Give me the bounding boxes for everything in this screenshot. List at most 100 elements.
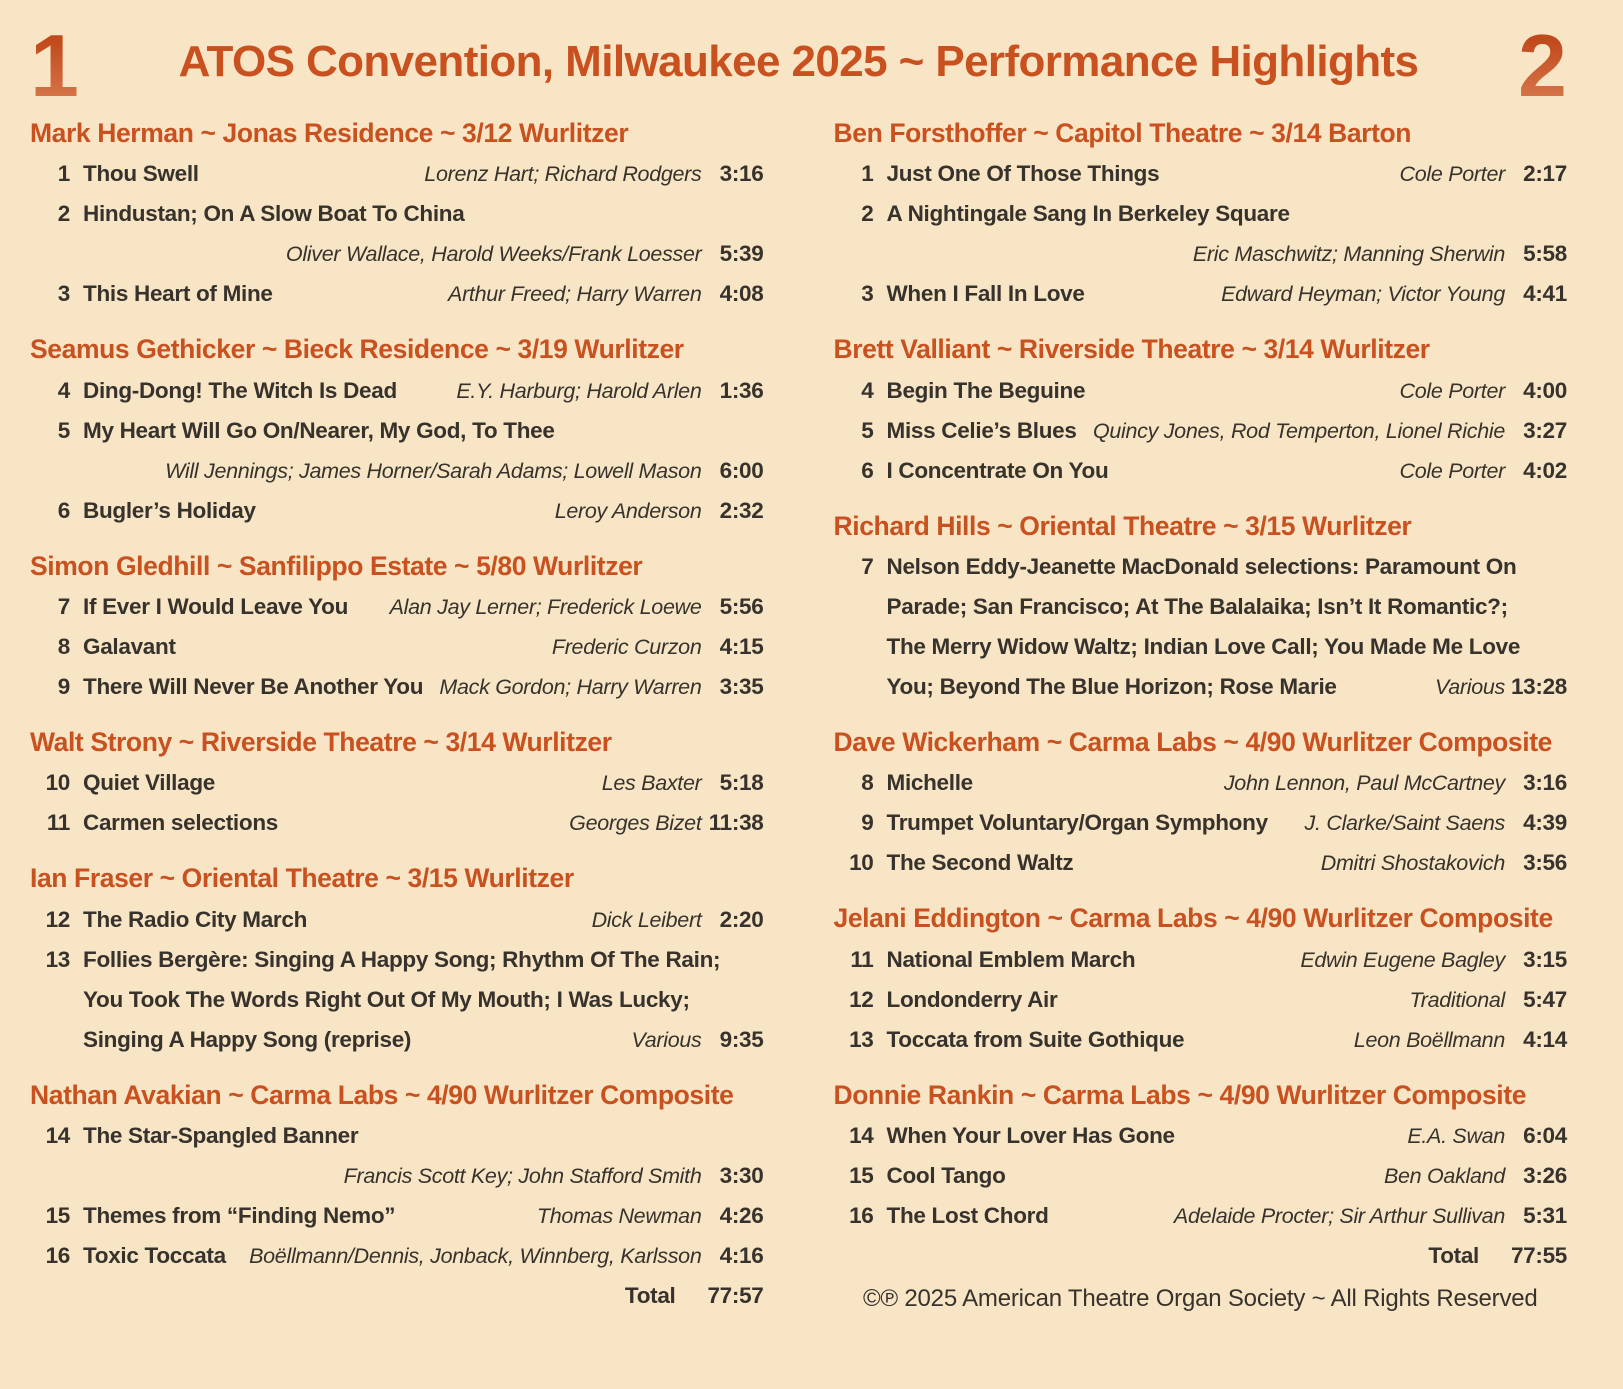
- total-time: 77:55: [1510, 1243, 1567, 1269]
- track-number: 9: [57, 674, 71, 699]
- track-composer: Various: [1434, 675, 1505, 699]
- track-number: 1: [57, 161, 71, 187]
- section-header: Jelani Eddington ~ Carma Labs ~ 4/90 Wur…: [833, 903, 1554, 934]
- track-title: Singing A Happy Song (reprise): [83, 1026, 412, 1052]
- track-composer: Dick Leibert: [591, 907, 702, 932]
- track-line: 6 Bugler’s Holiday Leroy Anderson 2:32: [30, 491, 764, 531]
- track-time: 6:04: [1523, 1123, 1567, 1149]
- track-composer: Leon Boëllmann: [1353, 1027, 1506, 1052]
- track-time: 4:00: [1523, 377, 1567, 403]
- track-number: 1: [861, 161, 874, 187]
- track-time: 3:35: [719, 674, 764, 699]
- track-number: 15: [849, 1163, 874, 1189]
- track-time: 2:20: [719, 906, 764, 932]
- track-time: 4:26: [719, 1203, 764, 1229]
- section-header: Simon Gledhill ~ Sanfilippo Estate ~ 5/8…: [30, 550, 643, 581]
- track-title: Michelle: [886, 770, 974, 796]
- track-time: 5:47: [1523, 986, 1567, 1012]
- track-composer: Edwin Eugene Bagley: [1300, 947, 1505, 972]
- track-composer: Cole Porter: [1399, 458, 1506, 483]
- track-composer: J. Clarke/Saint Saens: [1304, 811, 1506, 836]
- masthead: 1 ATOS Convention, Milwaukee 2025 ~ Perf…: [30, 16, 1567, 115]
- track-line: 15 Cool Tango Ben Oakland 3:26: [834, 1156, 1567, 1196]
- track-number: 15: [45, 1203, 71, 1229]
- track-title: Parade; San Francisco; At The Balalaika;…: [886, 594, 1509, 619]
- track-title: The Merry Widow Waltz; Indian Love Call;…: [886, 634, 1521, 659]
- track-title: Bugler’s Holiday: [83, 497, 256, 523]
- track-title: National Emblem March: [886, 946, 1136, 972]
- track-number: 8: [57, 634, 71, 659]
- track-title: Follies Bergère: Singing A Happy Song; R…: [83, 946, 721, 972]
- track-composer: Oliver Wallace, Harold Weeks/Frank Loess…: [285, 242, 702, 267]
- track-number: 11: [46, 810, 70, 836]
- track-title: Begin The Beguine: [886, 377, 1086, 403]
- track-line: 14 The Star-Spangled Banner: [30, 1116, 764, 1156]
- track-time: 4:15: [719, 634, 764, 659]
- track-line: 6 I Concentrate On You Cole Porter 4:02: [834, 451, 1567, 491]
- track-number: 16: [45, 1243, 71, 1269]
- track-number: 13: [849, 1026, 874, 1052]
- track-line: 13 Follies Bergère: Singing A Happy Song;…: [30, 940, 764, 980]
- total-label: Total: [1428, 1243, 1479, 1269]
- disc-1-number: 1: [30, 16, 79, 115]
- track-time: 5:56: [719, 594, 764, 619]
- track-line: The Merry Widow Waltz; Indian Love Call;…: [834, 627, 1568, 667]
- track-time: 2:32: [719, 497, 764, 523]
- track-time: 4:41: [1523, 281, 1567, 307]
- track-line: Parade; San Francisco; At The Balalaika;…: [834, 587, 1568, 627]
- track-time: 4:08: [719, 281, 764, 307]
- track-line: 9 Trumpet Voluntary/Organ Symphony J. Clar…: [834, 803, 1567, 843]
- track-line: 8 Michelle John Lennon, Paul McCartney 3:16: [834, 763, 1567, 803]
- track-title: When I Fall In Love: [886, 281, 1085, 307]
- track-title: There Will Never Be Another You: [83, 674, 424, 699]
- track-composer: Edward Heyman; Victor Young: [1221, 282, 1505, 307]
- track-title: I Concentrate On You: [886, 457, 1109, 483]
- track-line: 9 There Will Never Be Another You Mack Gor…: [30, 667, 764, 707]
- track-composer: Cole Porter: [1399, 162, 1506, 187]
- track-time: 6:00: [719, 457, 764, 483]
- track-number: 16: [849, 1203, 874, 1229]
- track-time: 4:39: [1523, 810, 1567, 836]
- track-line: Eric Maschwitz; Manning Sherwin 5:58: [834, 234, 1567, 274]
- track-composer: John Lennon, Paul McCartney: [1223, 771, 1505, 796]
- section-header: Seamus Gethicker ~ Bieck Residence ~ 3/1…: [30, 334, 684, 365]
- track-time: 3:30: [719, 1163, 764, 1189]
- track-line: Oliver Wallace, Harold Weeks/Frank Loess…: [30, 234, 764, 274]
- track-number: 6: [57, 497, 71, 523]
- section-header: Walt Strony ~ Riverside Theatre ~ 3/14 W…: [30, 727, 612, 757]
- section-header: Nathan Avakian ~ Carma Labs ~ 4/90 Wurli…: [30, 1079, 734, 1110]
- track-time: 5:58: [1523, 241, 1567, 267]
- track-time: 4:16: [719, 1243, 764, 1269]
- disc-2-number: 2: [1518, 16, 1567, 115]
- track-number: 7: [861, 554, 874, 579]
- track-composer: Frederic Curzon: [551, 635, 702, 659]
- track-line: 14 When Your Lover Has Gone E.A. Swan 6:04: [834, 1116, 1567, 1156]
- track-line: 7 Nelson Eddy-Jeanette MacDonald selectio…: [834, 547, 1568, 587]
- section-header: Ian Fraser ~ Oriental Theatre ~ 3/15 Wur…: [30, 863, 574, 894]
- track-number: 14: [45, 1123, 71, 1149]
- track-line: 12 The Radio City March Dick Leibert 2:20: [30, 900, 764, 940]
- track-line: 11 National Emblem March Edwin Eugene Bagl…: [834, 940, 1567, 980]
- track-composer: Arthur Freed; Harry Warren: [448, 282, 702, 307]
- track-line: 10 The Second Waltz Dmitri Shostakovich 3:5…: [834, 843, 1567, 883]
- track-composer: Quincy Jones, Rod Temperton, Lionel Rich…: [1092, 418, 1505, 443]
- track-number: 14: [849, 1123, 874, 1149]
- track-title: Carmen selections: [83, 810, 278, 836]
- track-composer: Francis Scott Key; John Stafford Smith: [343, 1164, 702, 1189]
- track-number: 9: [861, 810, 874, 836]
- section-header: Brett Valliant ~ Riverside Theatre ~ 3/1…: [833, 334, 1431, 365]
- track-title: Toxic Toccata: [83, 1243, 226, 1269]
- track-number: 12: [849, 986, 874, 1012]
- track-time: 11:38: [708, 810, 764, 836]
- track-title: The Second Waltz: [886, 850, 1074, 876]
- track-title: The Star-Spangled Banner: [83, 1123, 359, 1149]
- track-line: 3 This Heart of Mine Arthur Freed; Harry W…: [30, 274, 764, 314]
- track-title: You Took The Words Right Out Of My Mouth…: [83, 986, 690, 1012]
- tracklist-columns: Mark Herman ~ Jonas Residence ~ 3/12 Wur…: [30, 110, 1567, 1321]
- track-title: The Lost Chord: [886, 1203, 1049, 1229]
- disc-2-tracklist: Ben Forsthoffer ~ Capitol Theatre ~ 3/14…: [834, 110, 1568, 1321]
- track-line: 2 A Nightingale Sang In Berkeley Square: [834, 194, 1568, 234]
- track-composer: Traditional: [1409, 987, 1506, 1012]
- track-line: 10 Quiet Village Les Baxter 5:18: [30, 763, 764, 803]
- track-line: 12 Londonderry Air Traditional 5:47: [834, 980, 1567, 1020]
